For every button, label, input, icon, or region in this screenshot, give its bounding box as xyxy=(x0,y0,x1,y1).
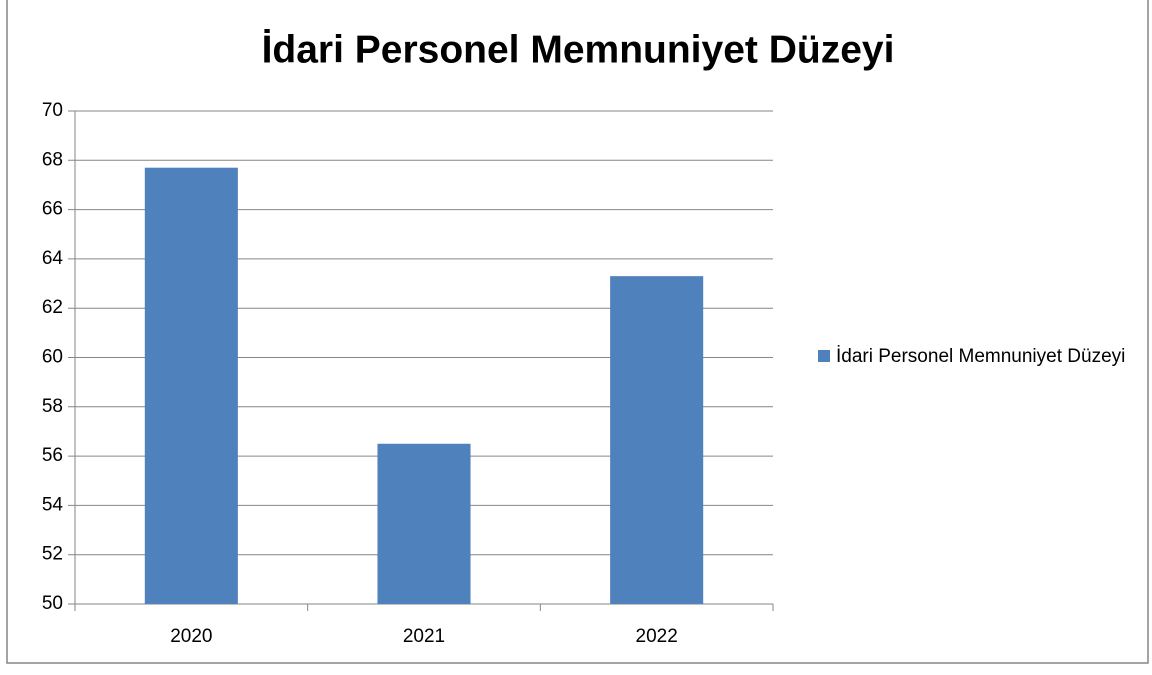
y-tick-label: 58 xyxy=(42,396,63,417)
legend-label: İdari Personel Memnuniyet Düzeyi xyxy=(836,346,1126,367)
y-tick-label: 56 xyxy=(42,445,63,466)
y-tick-label: 50 xyxy=(42,593,63,614)
x-tick-label: 2020 xyxy=(170,626,212,647)
y-tick-label: 62 xyxy=(42,297,63,318)
y-tick-label: 66 xyxy=(42,199,63,220)
y-tick-label: 54 xyxy=(42,494,64,515)
chart-title: İdari Personel Memnuniyet Düzeyi xyxy=(262,28,895,71)
y-tick-label: 64 xyxy=(42,248,64,269)
bar xyxy=(377,443,471,604)
bar xyxy=(144,167,238,604)
y-tick-label: 52 xyxy=(42,544,63,565)
legend-swatch xyxy=(818,350,830,362)
x-tick-label: 2022 xyxy=(636,626,678,647)
y-tick-label: 70 xyxy=(42,100,63,121)
y-tick-label: 68 xyxy=(42,149,63,170)
y-tick-label: 60 xyxy=(42,347,63,368)
x-tick-label: 2021 xyxy=(403,626,445,647)
bar xyxy=(610,276,704,604)
